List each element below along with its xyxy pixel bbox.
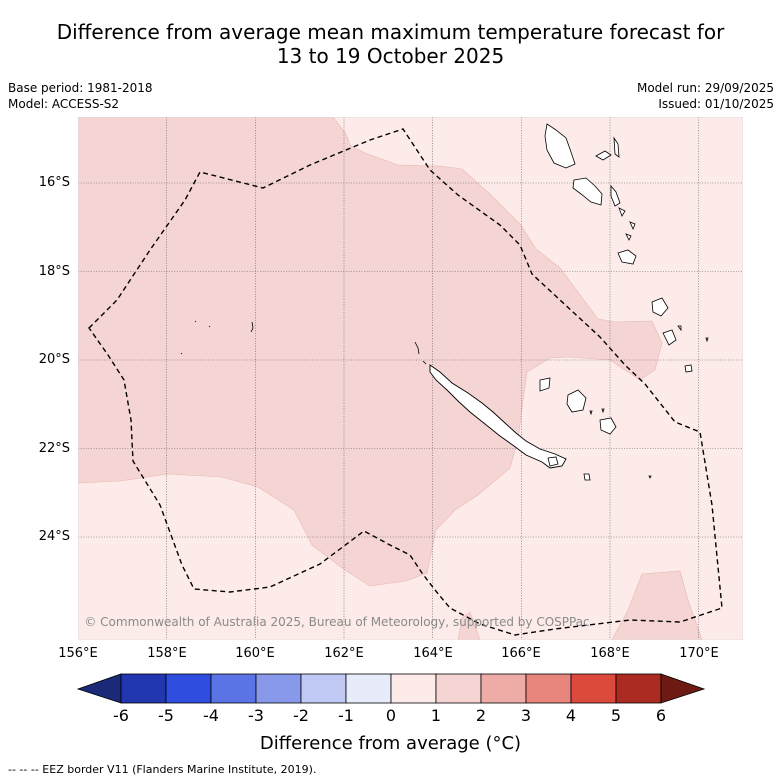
erromango-island	[651, 297, 669, 317]
lon-label-158e: 158°E	[147, 646, 187, 661]
colorbar-bin	[525, 673, 572, 704]
anomaly-zone-1-2-south	[457, 611, 481, 640]
colorbar-tick: -2	[293, 706, 309, 725]
map-title-line2: 13 to 19 October 2025	[276, 44, 505, 68]
colorbar-tick: 2	[475, 706, 487, 725]
colorbar-title: Difference from average (°C)	[259, 733, 522, 754]
colorbar-tick: 3	[520, 706, 532, 725]
colorbar-bin	[255, 673, 302, 704]
lon-label-170e: 170°E	[679, 646, 719, 661]
walpole-island	[583, 473, 591, 481]
colorbar-bin	[435, 673, 482, 704]
colorbar-bin	[120, 673, 167, 704]
colorbar-tick: 1	[430, 706, 442, 725]
model-run: Model run: 29/09/2025	[636, 81, 774, 95]
colorbar-tick: 4	[565, 706, 577, 725]
shepherd-islands	[625, 221, 636, 241]
ambae-island	[595, 150, 612, 161]
ouvea-island	[539, 377, 551, 392]
colorbar-bin	[570, 673, 617, 704]
eez-border	[88, 128, 723, 636]
lon-label-168e: 168°E	[590, 646, 630, 661]
colorbar-bin	[390, 673, 437, 704]
lon-label-164e: 164°E	[413, 646, 453, 661]
eez-legend-note: -- -- -- EEZ border V11 (Flanders Marine…	[8, 763, 317, 776]
lat-label-16s: 16°S	[38, 175, 70, 190]
maewo-island	[613, 136, 620, 158]
colorbar-tick: -5	[158, 706, 174, 725]
colorbar-bin	[300, 673, 347, 704]
colorbar	[76, 673, 706, 704]
colorbar-high-extension	[660, 673, 706, 704]
map-title-line1: Difference from average mean maximum tem…	[56, 20, 725, 44]
base-period: Base period: 1981-2018	[8, 81, 153, 95]
mare-island	[599, 417, 617, 435]
malekula-island	[572, 177, 603, 206]
lon-label-156e: 156°E	[58, 646, 98, 661]
colorbar-tick: -6	[113, 706, 129, 725]
colorbar-tick: -1	[338, 706, 354, 725]
colorbar-tick: -3	[248, 706, 264, 725]
lat-label-20s: 20°S	[38, 352, 70, 367]
anomaly-zone-1-2-main	[78, 117, 663, 587]
epi-island	[618, 207, 626, 217]
chesterfield-islands	[180, 320, 254, 355]
lifou-island	[566, 389, 587, 413]
anomaly-zone-1-2-southeast	[611, 570, 703, 640]
colorbar-tick: 0	[385, 706, 397, 725]
lat-label-24s: 24°S	[38, 529, 70, 544]
efate-island	[617, 249, 637, 265]
lat-label-22s: 22°S	[38, 441, 70, 456]
colorbar-bin	[615, 673, 662, 704]
tanna-island	[662, 329, 677, 346]
issued-date: Issued: 01/10/2025	[658, 97, 774, 111]
colorbar-bin	[480, 673, 527, 704]
model-name: Model: ACCESS-S2	[8, 97, 120, 111]
colorbar-tick: 5	[610, 706, 622, 725]
colorbar-low-extension	[76, 673, 122, 704]
espiritu-santo-island	[544, 123, 576, 169]
pentecost-island	[610, 184, 621, 207]
graticule	[78, 117, 743, 640]
belep-islands	[414, 341, 427, 365]
lon-label-160e: 160°E	[235, 646, 275, 661]
new-caledonia-island	[429, 364, 567, 469]
colorbar-bin	[345, 673, 392, 704]
colorbar-bin	[210, 673, 257, 704]
colorbar-bin	[165, 673, 212, 704]
colorbar-tick: 6	[655, 706, 667, 725]
small-islets	[589, 325, 709, 479]
colorbar-tick: -4	[203, 706, 219, 725]
lon-label-162e: 162°E	[324, 646, 364, 661]
isle-of-pines	[547, 456, 559, 467]
copyright-notice: © Commonwealth of Australia 2025, Bureau…	[84, 615, 589, 629]
lat-label-18s: 18°S	[38, 264, 70, 279]
aneityum-island	[684, 364, 693, 373]
lon-label-166e: 166°E	[501, 646, 541, 661]
